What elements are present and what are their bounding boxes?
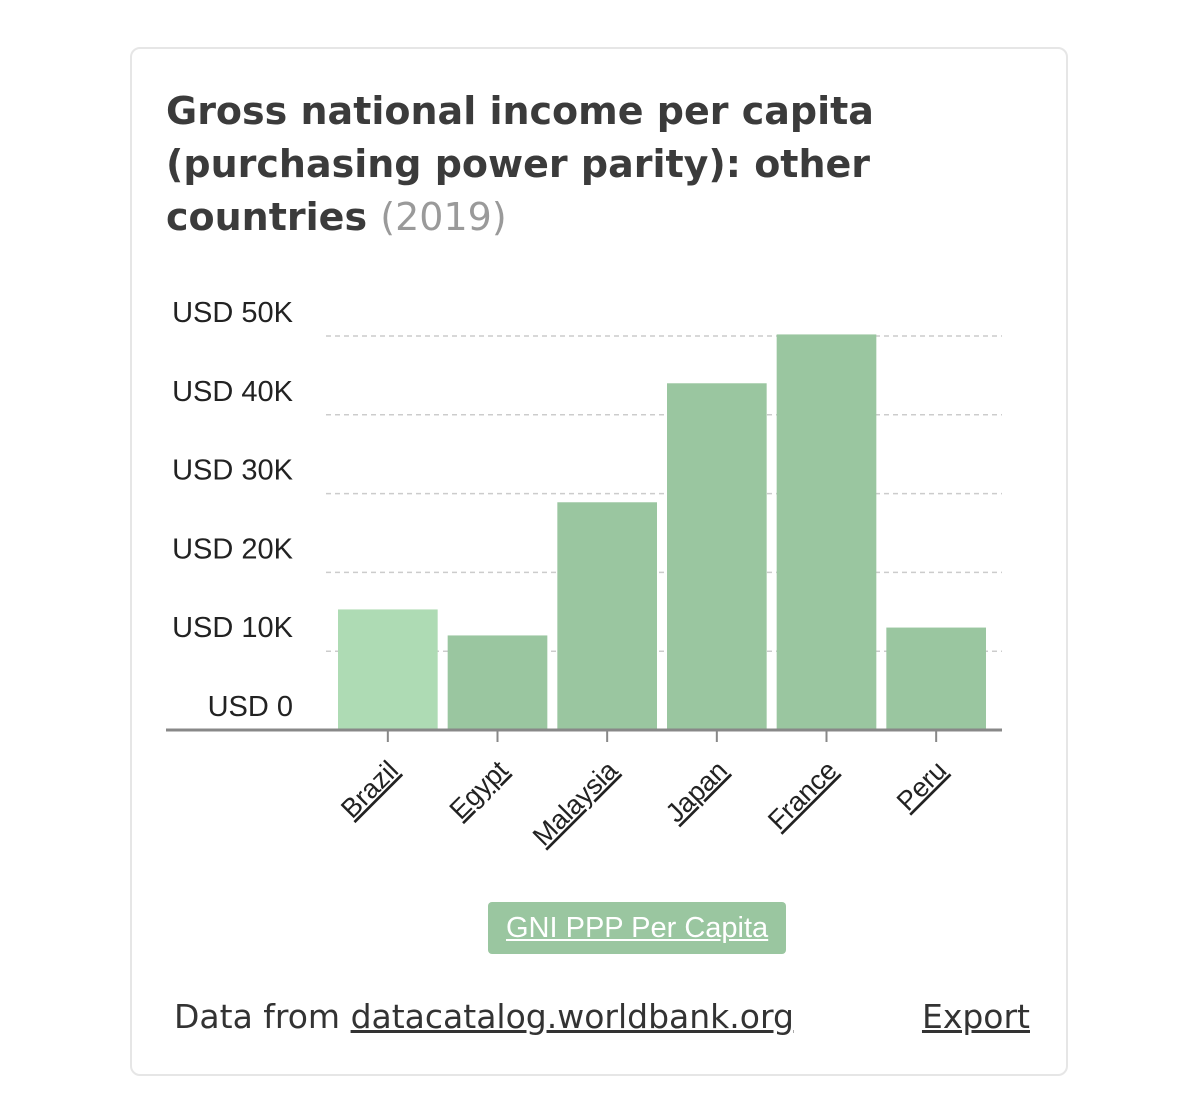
chart-card: Gross national income per capita (purcha… xyxy=(130,47,1068,1076)
y-tick-label: USD 20K xyxy=(172,533,294,565)
y-tick-label: USD 0 xyxy=(208,691,293,723)
bar-chart: USD 0 USD 10K USD 20K USD 30K USD 40K USD 50K… xyxy=(166,297,1002,852)
source-link[interactable]: datacatalog.worldbank.org xyxy=(350,997,794,1036)
y-tick-labels: USD 0 USD 10K USD 20K USD 30K USD 40K USD 50K xyxy=(172,297,294,723)
x-tick-label-malaysia[interactable]: Malaysia xyxy=(527,754,624,851)
bar-france[interactable] xyxy=(776,334,877,730)
x-tick-label-peru[interactable]: Peru xyxy=(891,755,953,817)
gridlines xyxy=(326,335,1002,652)
x-tick-label-japan[interactable]: Japan xyxy=(660,755,733,828)
bar-japan[interactable] xyxy=(667,383,767,730)
x-tick-label-brazil[interactable]: Brazil xyxy=(335,755,404,824)
y-tick-label: USD 10K xyxy=(172,612,294,644)
source-prefix: Data from xyxy=(174,997,351,1036)
bar-egypt[interactable] xyxy=(447,635,548,730)
bar-peru[interactable] xyxy=(886,627,986,730)
y-tick-label: USD 30K xyxy=(172,455,294,487)
y-tick-label: USD 40K xyxy=(172,376,294,408)
chart-footer: Data from datacatalog.worldbank.org Expo… xyxy=(174,997,1030,1036)
x-tick-labels: Brazil Egypt Malaysia Japan France Peru xyxy=(335,754,952,851)
bar-brazil[interactable] xyxy=(338,609,438,730)
y-tick-label: USD 50K xyxy=(172,297,294,329)
legend-series-button[interactable]: GNI PPP Per Capita xyxy=(488,902,787,954)
export-link[interactable]: Export xyxy=(921,997,1030,1036)
bar-malaysia[interactable] xyxy=(557,502,657,730)
bars xyxy=(338,334,986,730)
chart-title-text: Gross national income per capita (purcha… xyxy=(166,89,874,239)
chart-title: Gross national income per capita (purcha… xyxy=(166,85,946,244)
chart-year: (2019) xyxy=(380,195,507,239)
x-tick-label-egypt[interactable]: Egypt xyxy=(444,755,514,825)
axes xyxy=(166,728,1002,742)
x-tick-label-france[interactable]: France xyxy=(762,755,843,836)
